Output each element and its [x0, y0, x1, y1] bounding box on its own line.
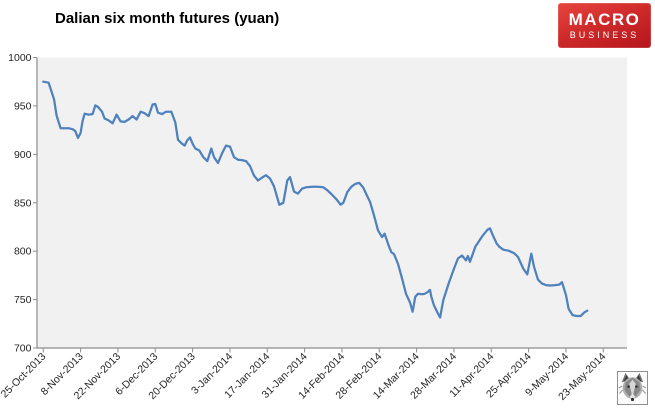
chart-title: Dalian six month futures (yuan) — [55, 10, 280, 27]
y-axis-label: 750 — [14, 294, 32, 306]
wolf-watermark — [617, 371, 648, 405]
y-axis-label: 800 — [14, 246, 32, 258]
y-axis-label: 900 — [14, 149, 32, 161]
logo-text-business: BUSINESS — [569, 29, 640, 40]
logo-text-macro: MACRO — [568, 9, 641, 29]
wolf-face-icon — [618, 373, 647, 402]
y-axis-label: 700 — [14, 343, 32, 355]
macrobusiness-logo: MACRO BUSINESS — [558, 3, 651, 48]
y-axis-label: 850 — [14, 197, 32, 209]
y-axis-label: 950 — [14, 100, 32, 112]
series-line — [42, 80, 589, 319]
plot-area — [37, 57, 627, 348]
y-axis-label: 1000 — [8, 52, 32, 64]
